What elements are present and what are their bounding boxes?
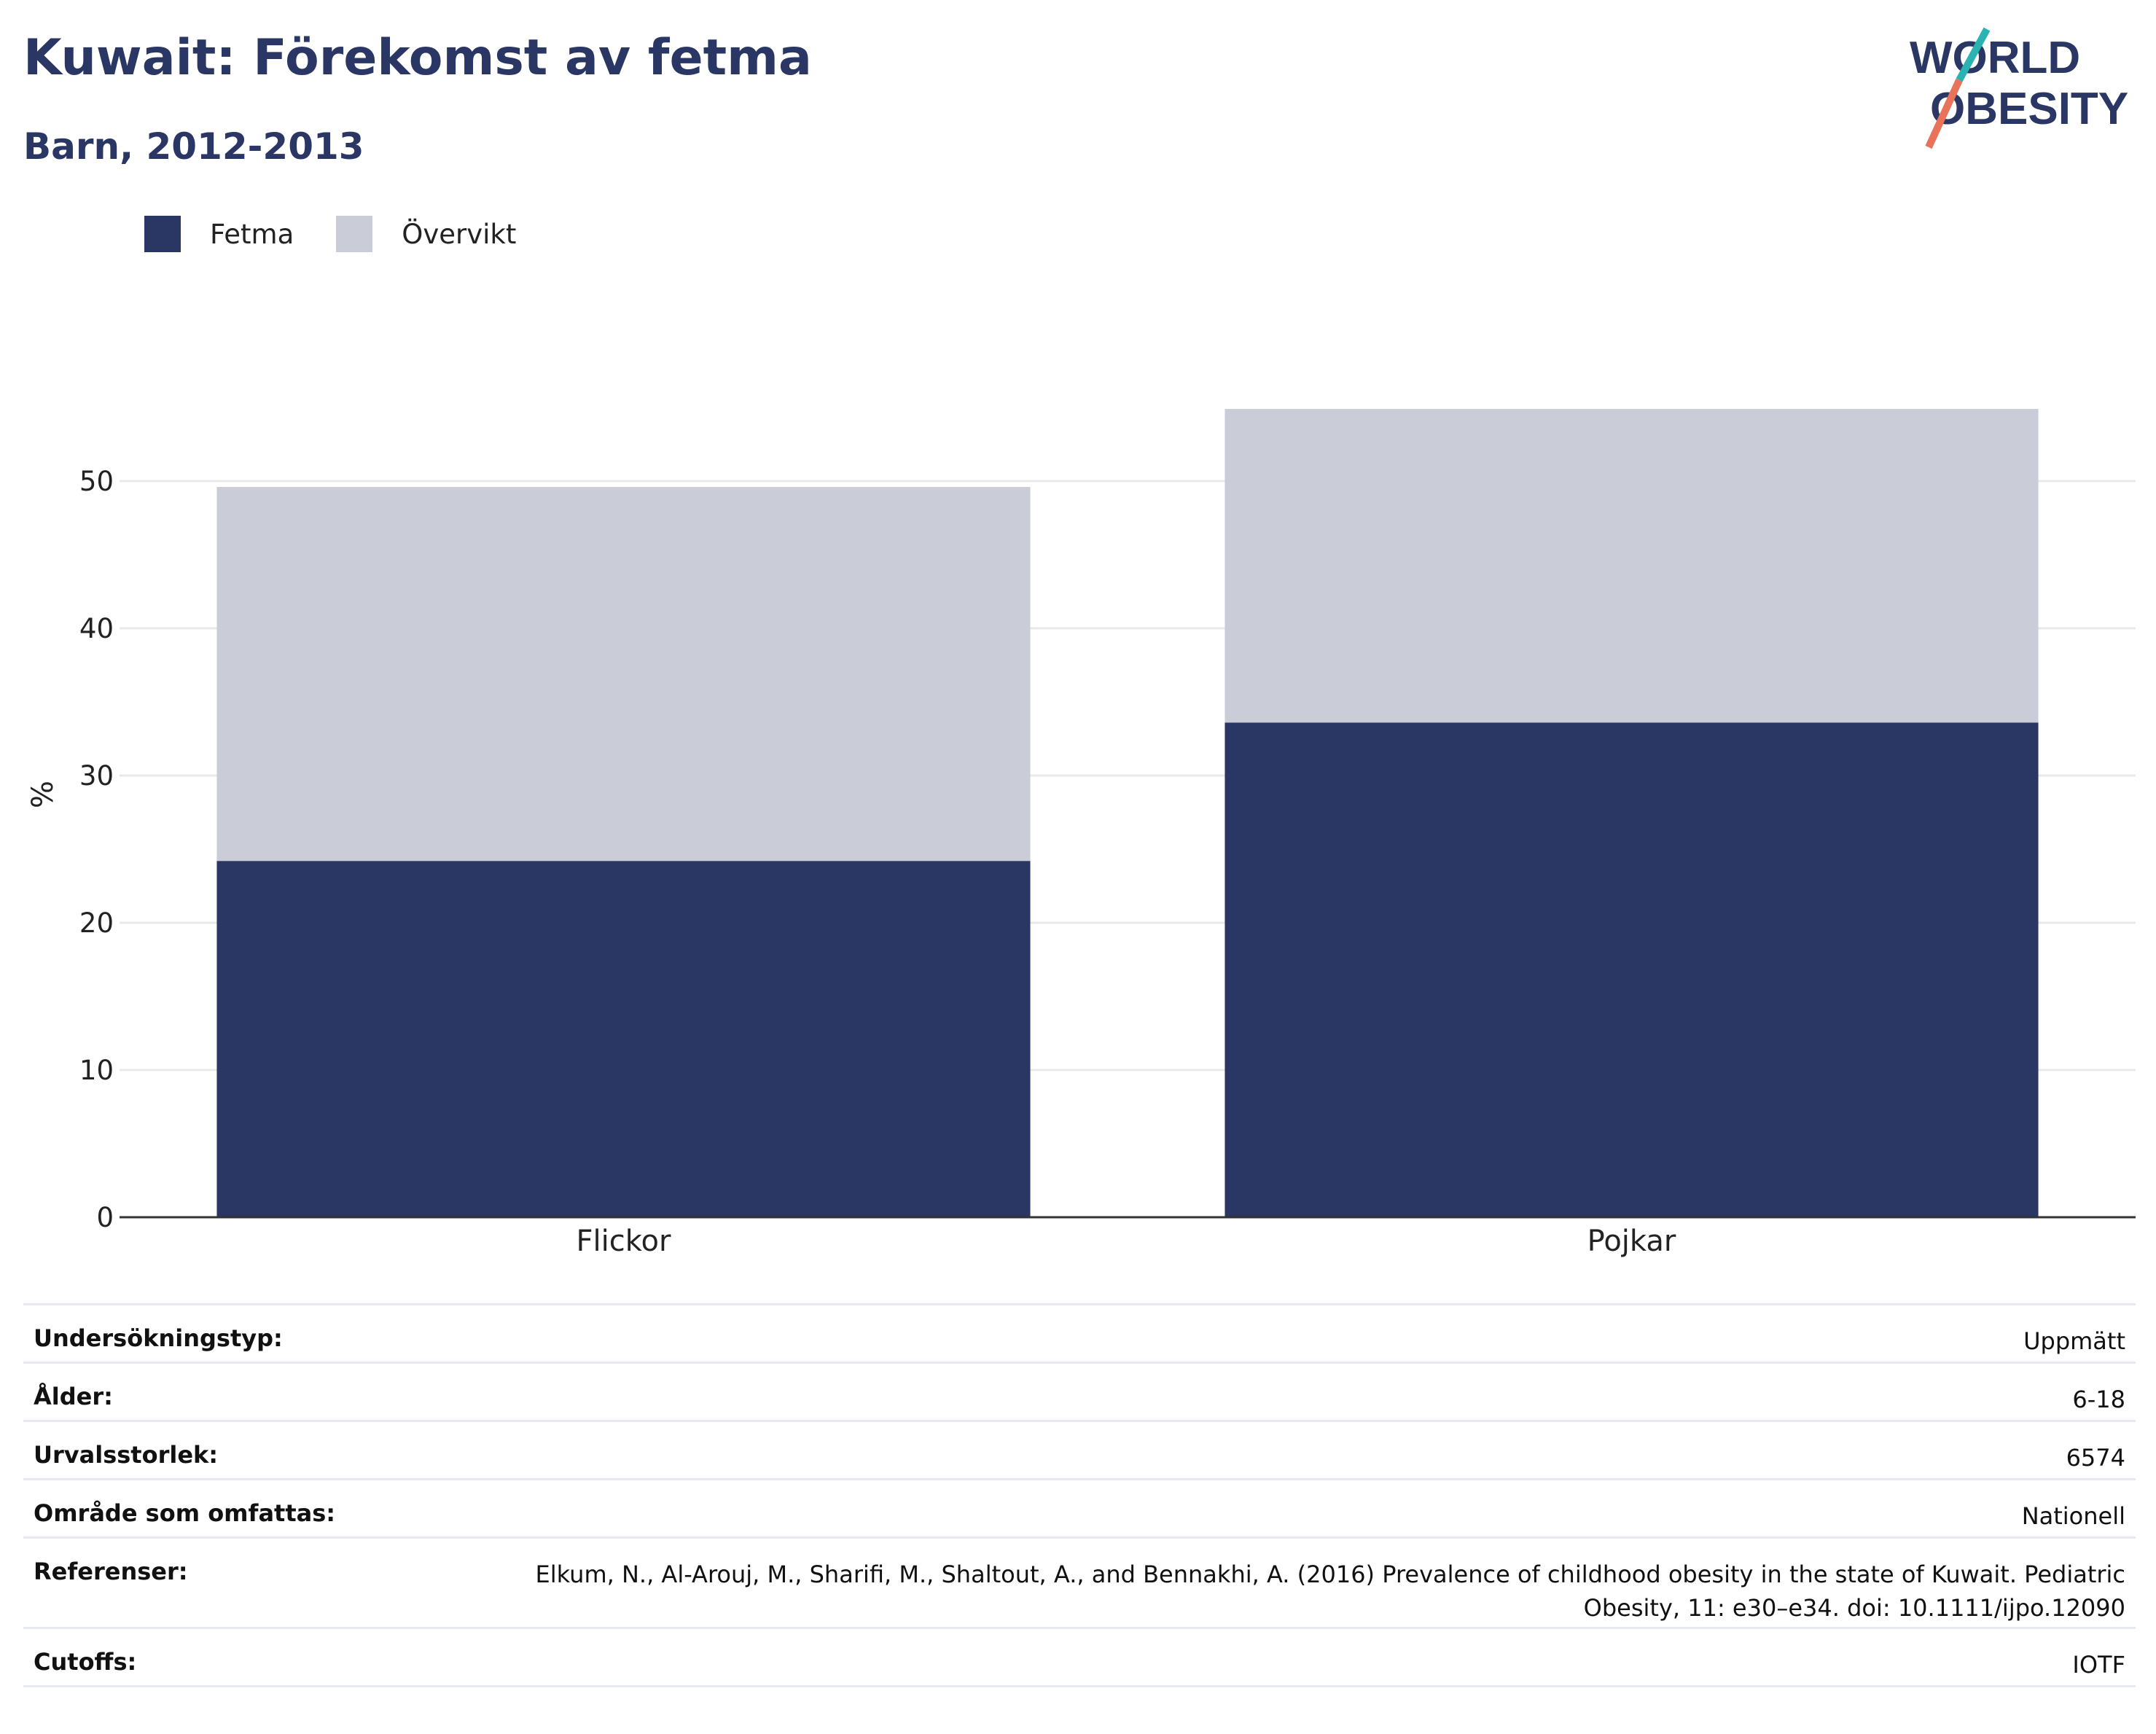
- bar-obesity-flickor: [216, 861, 1031, 1217]
- legend-swatch-overweight: [336, 216, 373, 252]
- legend: Fetma Övervikt: [144, 216, 558, 252]
- legend-label-overweight: Övervikt: [402, 218, 517, 250]
- info-value: Uppmätt: [461, 1303, 2136, 1363]
- y-tick-label: 20: [79, 907, 114, 939]
- info-key: Cutoffs:: [23, 1627, 461, 1687]
- info-key: Ålder:: [23, 1362, 461, 1421]
- bar-obesity-pojkar: [1225, 722, 2039, 1217]
- world-obesity-logo: WORLD OBESITY: [1910, 27, 2128, 149]
- info-value: Nationell: [461, 1478, 2136, 1538]
- y-axis-title: %: [26, 781, 60, 808]
- info-row-survey-type: Undersökningstyp: Uppmätt: [23, 1303, 2136, 1363]
- logo-text-obesity: OBESITY: [1930, 84, 2128, 134]
- info-key: Referenser:: [23, 1536, 461, 1628]
- logo-teal-slash: [1956, 27, 1991, 82]
- info-value: IOTF: [461, 1627, 2136, 1687]
- info-row-coverage: Område som omfattas: Nationell: [23, 1478, 2136, 1538]
- logo-coral-slash: [1925, 78, 1963, 149]
- legend-item-obesity[interactable]: Fetma: [144, 216, 294, 252]
- info-key: Undersökningstyp:: [23, 1303, 461, 1363]
- x-tick-label: Flickor: [577, 1225, 671, 1258]
- legend-item-overweight[interactable]: Övervikt: [336, 216, 516, 252]
- stacked-bar-chart: 0 10 20 30 40 50% Flickor Pojkar: [26, 409, 2136, 1258]
- chart-subtitle: Barn, 2012-2013: [23, 125, 364, 168]
- bar-overweight-pojkar: [1225, 409, 2039, 723]
- chart-title: Kuwait: Förekomst av fetma: [23, 29, 812, 87]
- info-row-cutoffs: Cutoffs: IOTF: [23, 1627, 2136, 1687]
- legend-swatch-obesity: [144, 216, 181, 252]
- survey-info-table: Undersökningstyp: Uppmätt Ålder: 6-18 Ur…: [23, 1303, 2136, 1687]
- info-row-sample-size: Urvalsstorlek: 6574: [23, 1420, 2136, 1480]
- info-value: 6574: [461, 1420, 2136, 1480]
- bar-overweight-flickor: [216, 487, 1031, 862]
- info-value: Elkum, N., Al-Arouj, M., Sharifi, M., Sh…: [461, 1536, 2136, 1628]
- info-value: 6-18: [461, 1362, 2136, 1421]
- y-tick-label: 50: [79, 466, 114, 497]
- y-tick-label: 30: [79, 760, 114, 792]
- logo-text-world: WORLD: [1910, 33, 2080, 83]
- info-key: Område som omfattas:: [23, 1478, 461, 1538]
- y-tick-label: 10: [79, 1055, 114, 1086]
- y-tick-label: 40: [79, 613, 114, 644]
- y-tick-label: 0: [96, 1202, 114, 1233]
- legend-label-obesity: Fetma: [210, 218, 294, 250]
- info-key: Urvalsstorlek:: [23, 1420, 461, 1480]
- x-tick-label: Pojkar: [1587, 1225, 1676, 1258]
- info-row-age: Ålder: 6-18: [23, 1362, 2136, 1421]
- info-row-references: Referenser: Elkum, N., Al-Arouj, M., Sha…: [23, 1536, 2136, 1628]
